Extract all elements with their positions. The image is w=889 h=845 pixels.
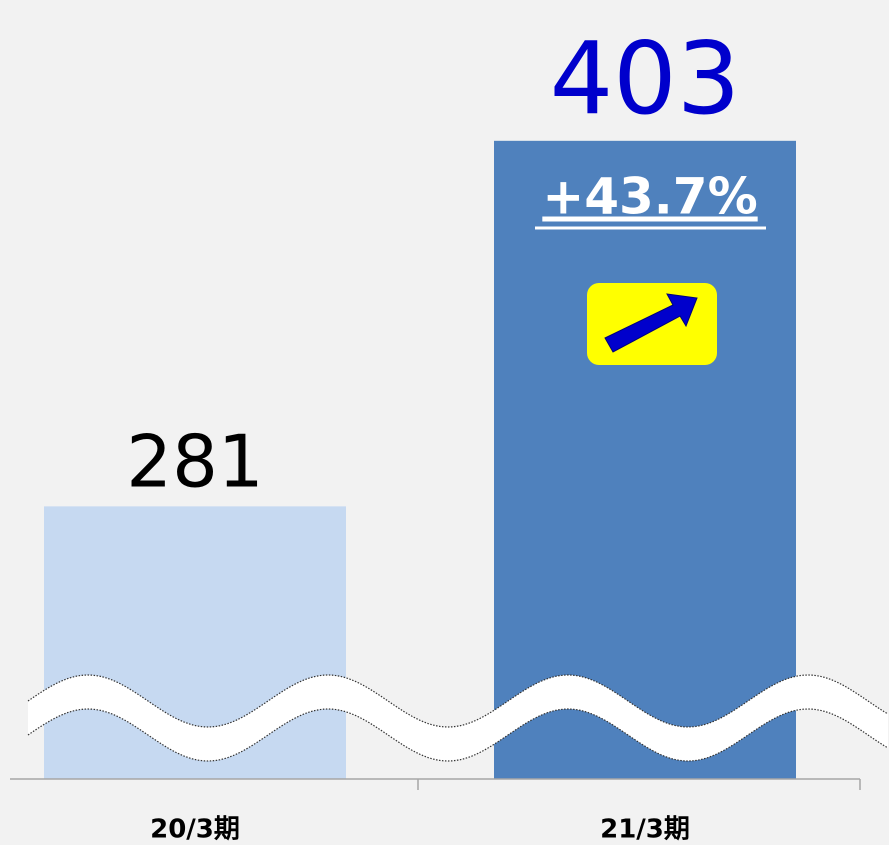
value-label: 403 [550, 20, 741, 137]
x-tick-label: 20/3期 [150, 815, 240, 845]
axis-break [27, 674, 889, 762]
up-arrow [604, 293, 698, 353]
break-edge [27, 708, 889, 762]
x-tick-label: 21/3期 [600, 815, 690, 845]
bar [494, 140, 796, 780]
growth-annotation: +43.7% [542, 168, 757, 226]
break-band [28, 675, 888, 761]
break-edge [27, 674, 889, 728]
value-label: 281 [126, 419, 263, 503]
bars [44, 140, 796, 780]
